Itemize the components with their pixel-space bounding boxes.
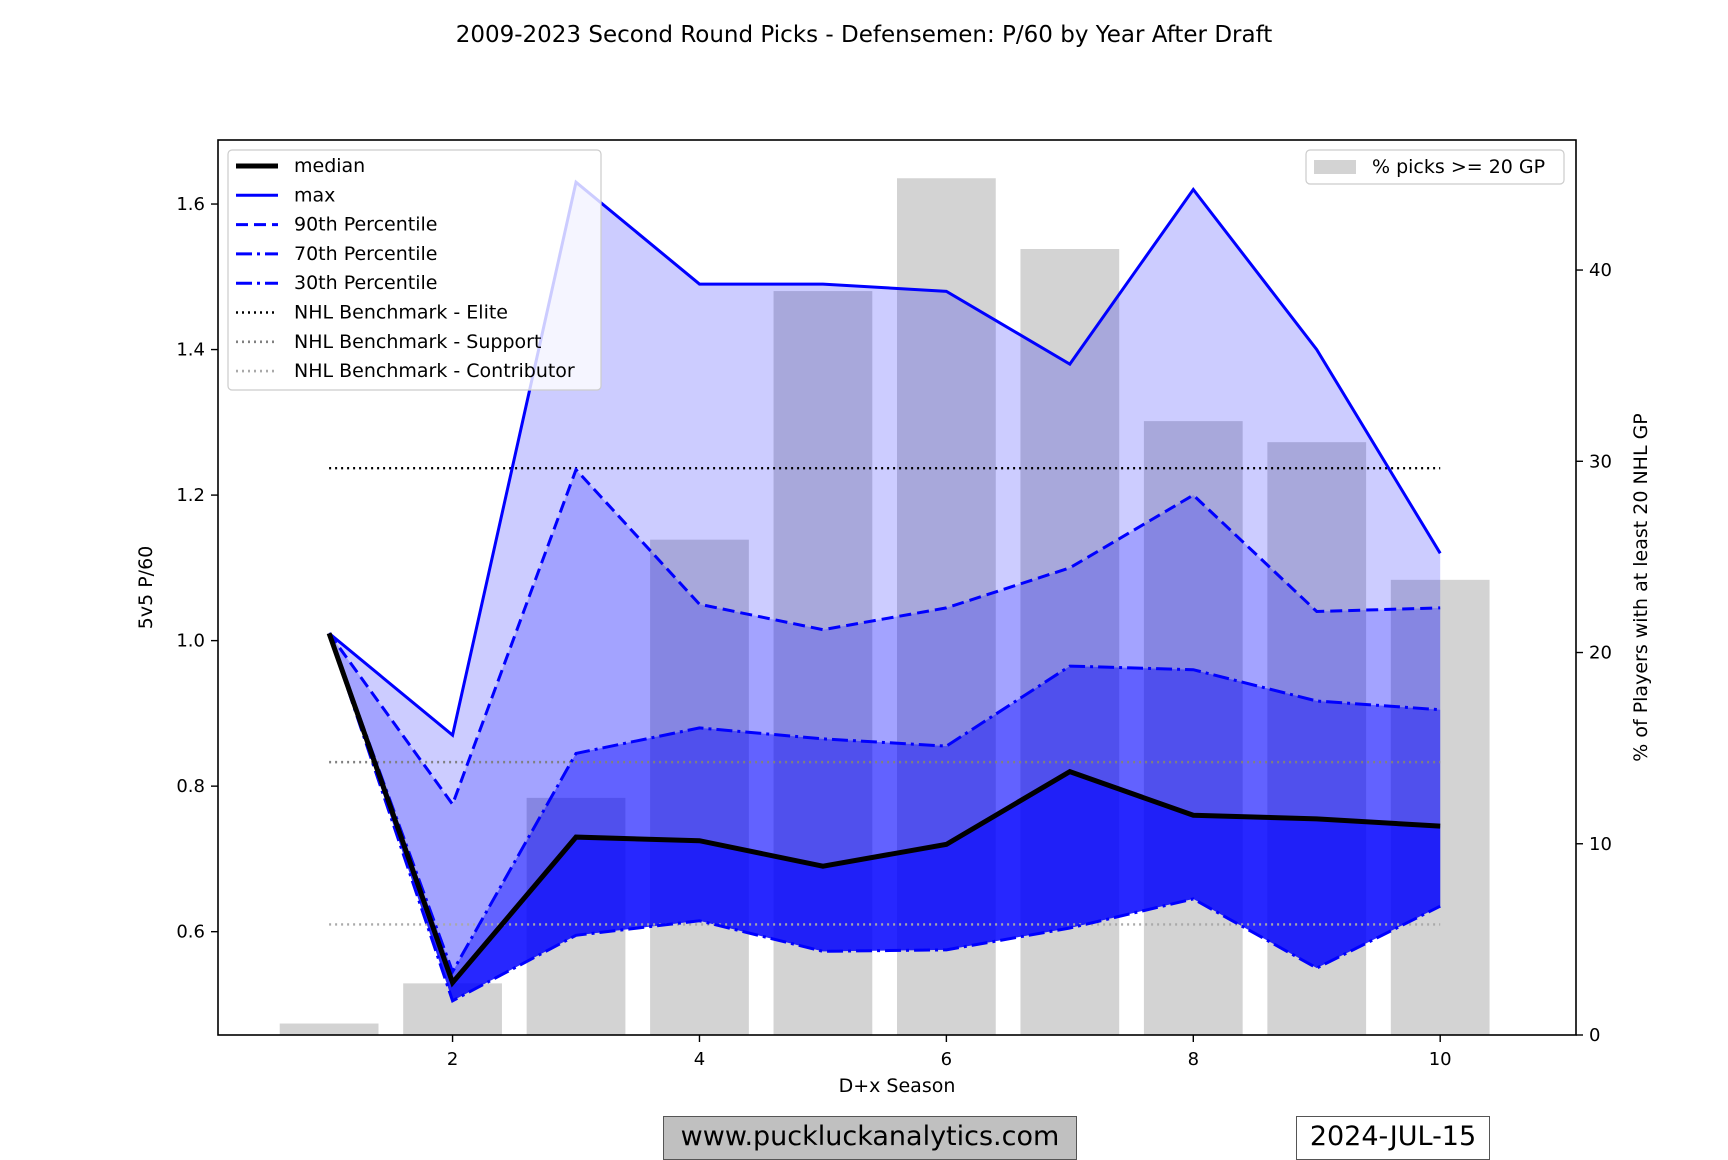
legend-label: 30th Percentile xyxy=(294,272,437,294)
x-tick-label: 4 xyxy=(694,1049,705,1070)
y2-tick-label: 30 xyxy=(1589,451,1612,472)
legend-label: median xyxy=(294,155,365,177)
legend-swatch xyxy=(1314,160,1356,174)
y-tick-label: 0.6 xyxy=(176,922,205,943)
legend-box xyxy=(227,149,602,391)
date-stamp: 2024-JUL-15 xyxy=(1296,1116,1490,1160)
bar xyxy=(1143,421,1243,1035)
series-line xyxy=(328,179,1442,738)
x-tick-label: 10 xyxy=(1429,1049,1452,1070)
secondary-y-axis-label: % of Players with at least 20 NHL GP xyxy=(1630,413,1652,762)
bands-layer xyxy=(329,182,1441,1001)
y-tick-label: 1.2 xyxy=(176,485,205,506)
series-line xyxy=(327,632,1441,976)
legend-box xyxy=(1305,149,1565,185)
x-axis-label: D+x Season xyxy=(839,1075,956,1097)
benchmark-lines xyxy=(329,466,1441,926)
y-tick-label: 0.8 xyxy=(176,776,205,797)
legend-lines: median max 90th Percentile 70th Percentile 3… xyxy=(227,149,602,391)
percentile-band xyxy=(329,182,1441,1001)
plot-frame xyxy=(217,139,1577,1036)
legend-bars: % picks >= 20 GP xyxy=(1305,149,1565,185)
axes: 2 4 6 8 10 0.6 0.8 1.0 1.2 1.4 1.6 0 10 20 30 40 xyxy=(176,194,1612,1070)
y-tick-label: 1.6 xyxy=(176,194,205,215)
y2-tick-label: 10 xyxy=(1589,834,1612,855)
legend-label: NHL Benchmark - Elite xyxy=(294,302,508,324)
series-lines xyxy=(326,179,1442,1003)
x-tick-label: 2 xyxy=(447,1049,458,1070)
legend-label: max xyxy=(294,184,335,206)
bar xyxy=(1390,579,1490,1035)
website-watermark: www.puckluckanalytics.com xyxy=(663,1116,1077,1160)
y-tick-label: 1.4 xyxy=(176,340,205,361)
y2-tick-label: 40 xyxy=(1589,260,1612,281)
legend-label: 90th Percentile xyxy=(294,214,437,236)
legend-label: NHL Benchmark - Support xyxy=(294,331,541,353)
legend-label: % picks >= 20 GP xyxy=(1372,156,1545,178)
legend-label: 70th Percentile xyxy=(294,243,437,265)
y-axis-label: 5v5 P/60 xyxy=(135,546,157,630)
x-tick-label: 6 xyxy=(941,1049,952,1070)
x-tick-label: 8 xyxy=(1188,1049,1199,1070)
bar xyxy=(650,539,749,1035)
legend-label: NHL Benchmark - Contributor xyxy=(294,360,575,382)
y-tick-label: 1.0 xyxy=(176,631,205,652)
percentile-band xyxy=(329,633,1441,1001)
series-line xyxy=(327,466,1441,808)
y2-tick-label: 0 xyxy=(1589,1025,1600,1046)
chart-title: 2009-2023 Second Round Picks - Defenseme… xyxy=(456,22,1273,48)
series-line xyxy=(326,632,1441,988)
y2-tick-label: 20 xyxy=(1589,643,1612,664)
bar xyxy=(279,1023,379,1035)
series-line xyxy=(327,632,1441,1003)
